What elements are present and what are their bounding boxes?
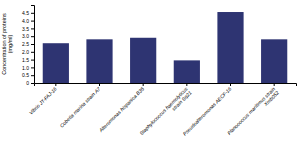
tick-label: 1.5 [22, 57, 29, 63]
tick-mark [186, 83, 187, 86]
tick-label-line: Planococcus maritimus strain [226, 86, 276, 136]
tick: 0 [26, 80, 34, 86]
tick-label: Pseudoalteromonas AECF-16 [181, 86, 232, 137]
tick-label: Alteromonas hispanica B35 [97, 86, 145, 134]
tick: Planococcus maritimus strainXmb052 [226, 83, 280, 140]
tick: Vibrio JT-FAJ-16 [28, 83, 58, 116]
plot: 0 0.51.0 1.5 2.0 2.5 3.03.5 4.0 4.5 Vibrio JT-FA… [22, 6, 296, 141]
tick-label: 2.0 [22, 49, 29, 55]
bar [86, 39, 112, 83]
tick-label-line: strain Sq21 [171, 89, 193, 111]
tick-mark [31, 60, 34, 61]
tick-mark [274, 83, 275, 86]
tick-mark [31, 36, 34, 37]
tick-label: 4.5 [22, 10, 29, 16]
tick-label: 1.0 [22, 65, 29, 71]
tick-label-line: Vibrio JT-FAJ-16 [28, 86, 58, 116]
tick-mark [31, 67, 34, 68]
tick: 1.0 [22, 65, 34, 71]
tick: 3.0 [22, 33, 34, 39]
tick: 0.5 [22, 72, 34, 78]
tick-mark [31, 28, 34, 29]
tick-mark [31, 44, 34, 45]
axis-line [31, 6, 35, 84]
tick: 1.5 [22, 57, 34, 63]
tick-mark [99, 83, 100, 86]
tick-label-line: Xmb052 [262, 89, 280, 107]
y-axis-title: Concentration of proteins(mg/ml) [1, 13, 13, 75]
tick-label-line: Alteromonas hispanica B35 [97, 86, 145, 134]
tick: Cobetia marina strain A7 [58, 83, 101, 129]
bar [130, 38, 156, 83]
tick-label: 4.0 [22, 18, 29, 24]
tick-mark [230, 83, 231, 86]
tick-label: 3.5 [22, 26, 29, 32]
tick: Pseudoalteromonas AECF-16 [181, 83, 232, 137]
tick-label: 3.0 [22, 33, 29, 39]
tick-mark [31, 83, 34, 84]
bar [217, 12, 243, 83]
tick-mark [143, 83, 144, 86]
chart: 0 0.51.0 1.5 2.0 2.5 3.03.5 4.0 4.5 Vibrio JT-FA… [0, 0, 300, 141]
tick-mark [31, 21, 34, 22]
tick-label-line: Pseudoalteromonas AECF-16 [181, 86, 232, 137]
y-axis-title-line: (mg/ml) [7, 35, 13, 54]
tick-label: 2.5 [22, 41, 29, 47]
tick-mark [31, 75, 34, 76]
tick-label-line: Cobetia marina strain A7 [58, 86, 101, 129]
x-axis: Vibrio JT-FAJ-16Cobetia marina strain A7… [28, 83, 297, 140]
bar [261, 39, 287, 83]
tick-label: Planococcus maritimus strainXmb052 [226, 86, 280, 140]
bar [174, 60, 200, 83]
tick-label: 0.5 [22, 72, 29, 78]
tick: 4.0 [22, 18, 34, 24]
tick: 4.5 [22, 10, 34, 16]
tick: Alteromonas hispanica B35 [97, 83, 145, 134]
tick-mark [31, 52, 34, 53]
axis-line [35, 84, 297, 87]
tick-label-line: Staphylococcus haemolyticus [138, 85, 189, 136]
tick-label: Cobetia marina strain A7 [58, 86, 101, 129]
tick-label: Vibrio JT-FAJ-16 [28, 86, 58, 116]
bar [43, 43, 69, 83]
tick-label: 0 [26, 80, 29, 86]
y-axis: 0 0.51.0 1.5 2.0 2.5 3.03.5 4.0 4.5 [22, 6, 34, 87]
tick: 2.5 [22, 41, 34, 47]
tick: 3.5 [22, 26, 34, 32]
tick-mark [55, 83, 56, 86]
y-axis-title-line: Concentration of proteins [1, 13, 7, 75]
tick-mark [31, 13, 34, 14]
tick: 2.0 [22, 49, 34, 55]
bars [43, 12, 288, 83]
